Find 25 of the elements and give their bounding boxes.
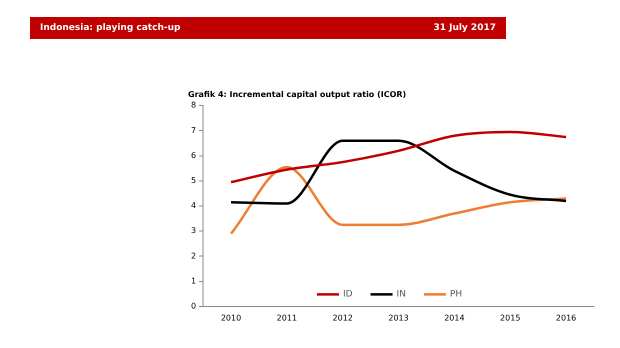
x-tick-label: 2011 <box>276 313 298 322</box>
x-tick-label: 2016 <box>556 313 576 322</box>
x-tick-label: 2012 <box>332 313 353 322</box>
x-tick-label: 2015 <box>500 313 520 322</box>
y-tick-label: 4 <box>190 201 196 210</box>
text: Indonesia: playing catch-up <box>40 23 180 33</box>
y-tick-label: 6 <box>190 150 196 160</box>
x-tick-label: 2014 <box>444 313 465 322</box>
y-tick-label: 2 <box>190 251 196 260</box>
y-tick-label: 7 <box>190 126 196 135</box>
y-tick-label: 8 <box>190 100 196 110</box>
text: 31 July 2017 <box>433 23 496 33</box>
legend-label: IN <box>396 290 406 300</box>
y-tick-label: 3 <box>190 226 196 236</box>
line-series <box>230 130 568 184</box>
x-tick-label: 2010 <box>220 313 242 322</box>
chart-subtitle: Grafik 4: Incremental capital output ratio (ICOR) <box>188 90 406 99</box>
y-tick-label: 5 <box>190 176 196 185</box>
legend-label: PH <box>450 290 462 300</box>
line-series <box>230 139 568 205</box>
legend-label: ID <box>342 290 353 300</box>
y-tick-label: 0 <box>190 301 196 310</box>
y-tick-label: 1 <box>190 276 196 286</box>
line-series <box>230 166 568 235</box>
x-tick-label: 2013 <box>388 313 409 322</box>
